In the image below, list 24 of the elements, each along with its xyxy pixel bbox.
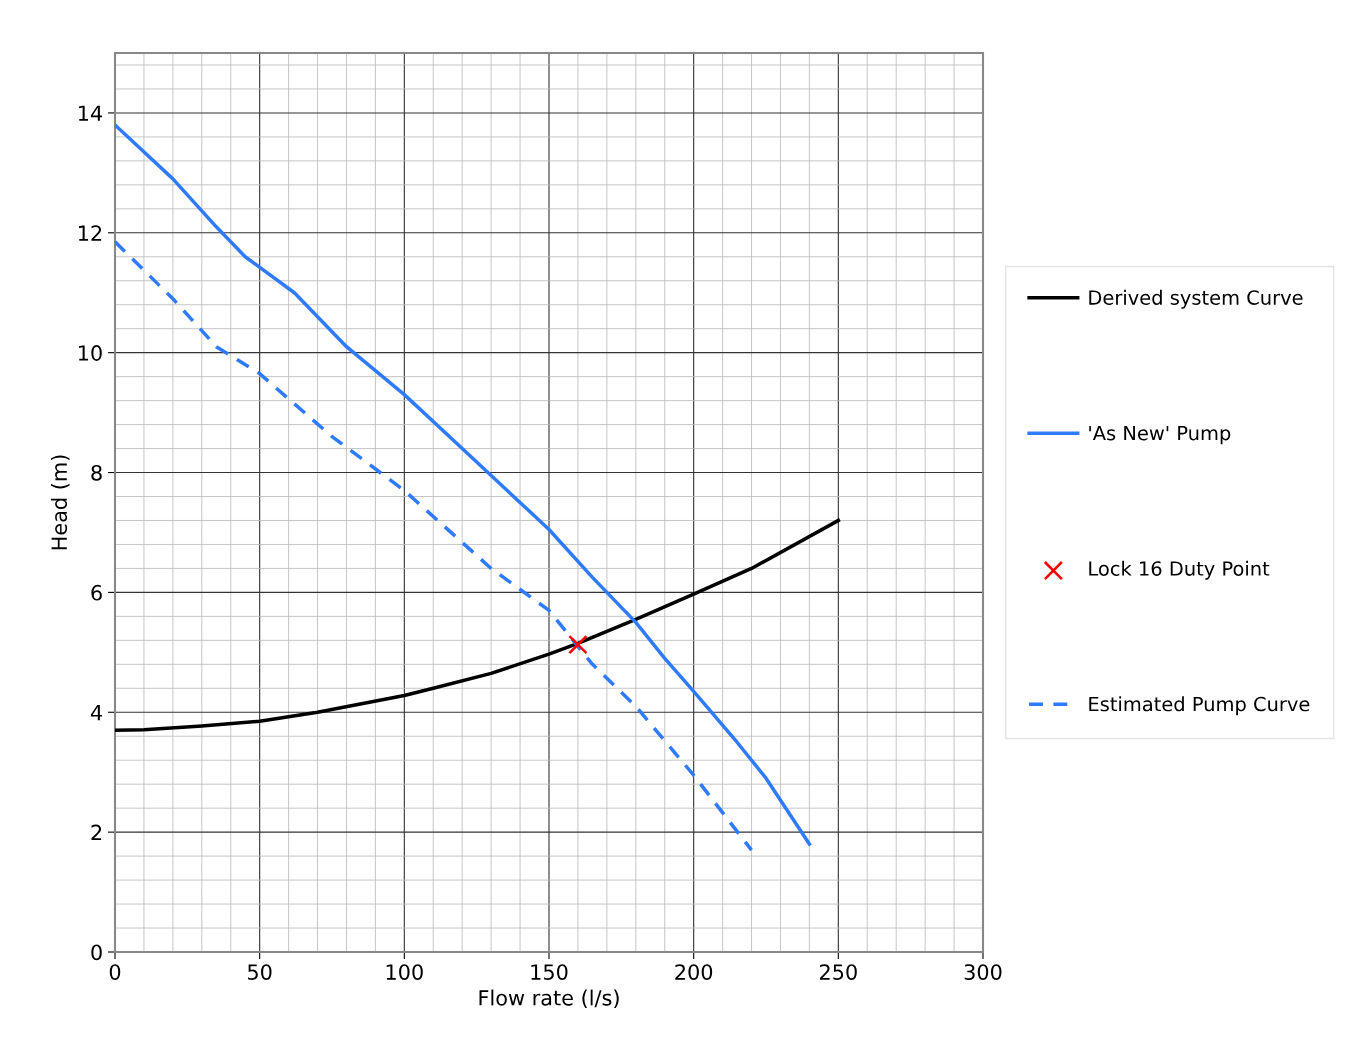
- x-tick-label: 0: [109, 964, 121, 980]
- legend-label: Lock 16 Duty Point: [1089, 560, 1270, 580]
- y-axis-title: Head (m): [50, 455, 70, 550]
- x-tick-label: 100: [386, 964, 423, 980]
- y-tick-label: 6: [91, 584, 102, 601]
- y-tick-label: 2: [91, 824, 102, 841]
- y-tick-label: 12: [78, 225, 102, 241]
- y-tick-label: 4: [90, 704, 103, 721]
- line-series: [115, 123, 812, 846]
- y-tick-label: 0: [91, 944, 102, 961]
- x-tick-label: 300: [964, 964, 1002, 980]
- x-tick-label: 50: [248, 964, 272, 980]
- x-tick-label: 150: [531, 964, 568, 980]
- line-series: [115, 518, 841, 732]
- legend-label: 'As New' Pump: [1089, 425, 1231, 445]
- line-series: [115, 240, 754, 852]
- x-tick-label: 200: [675, 964, 713, 980]
- y-tick-label: 14: [78, 105, 103, 121]
- legend-label: Derived system Curve: [1089, 289, 1303, 309]
- legend-label: Estimated Pump Curve: [1089, 696, 1310, 716]
- y-tick-label: 10: [78, 345, 102, 361]
- y-tick-label: 8: [91, 464, 102, 481]
- x-axis-title: Flow rate (l/s): [479, 989, 619, 1009]
- x-tick-label: 250: [819, 964, 857, 980]
